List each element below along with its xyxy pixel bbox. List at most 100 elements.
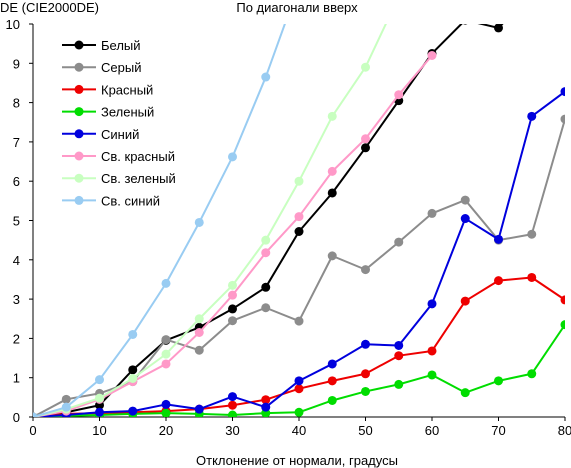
data-point <box>194 404 204 414</box>
legend-item: Серый <box>62 60 141 75</box>
x-tick-label: 30 <box>225 423 239 438</box>
series-5 <box>33 50 437 417</box>
data-point <box>128 406 138 416</box>
data-point <box>327 395 337 405</box>
data-point <box>161 408 171 417</box>
y-axis-label: DE (CIE2000DE) <box>0 0 99 15</box>
data-point <box>560 320 565 330</box>
data-point <box>33 412 38 417</box>
data-point <box>228 304 237 314</box>
data-point <box>427 50 437 60</box>
data-point <box>463 24 468 25</box>
data-point <box>261 303 271 313</box>
data-point <box>494 376 503 386</box>
data-point <box>95 407 104 417</box>
data-point <box>327 111 337 121</box>
legend-item: Зеленый <box>62 105 154 120</box>
data-point <box>327 359 337 369</box>
data-point <box>494 276 503 286</box>
data-point <box>394 351 404 361</box>
legend-swatch-marker <box>74 107 84 117</box>
data-point <box>394 237 404 247</box>
data-point <box>394 0 403 1</box>
y-tick-label: 2 <box>13 331 20 346</box>
data-point <box>361 265 370 275</box>
x-axis-label: Отклонение от нормали, градусы <box>196 453 398 468</box>
series-layer <box>33 0 565 417</box>
data-point <box>361 62 370 72</box>
legend-label: Св. синий <box>101 193 160 208</box>
legend-item: Св. красный <box>62 149 175 164</box>
legend-swatch-marker <box>74 84 84 94</box>
data-point <box>460 388 470 398</box>
data-point <box>527 111 537 121</box>
series-line <box>33 24 387 417</box>
data-point <box>494 234 503 244</box>
data-point <box>194 328 204 338</box>
data-point <box>261 395 271 405</box>
data-point <box>228 290 237 300</box>
axis-ticks: 0 10 20 30 40 50 60 70 80 0 1 2 3 4 5 6 7 8 9 10 <box>6 17 571 438</box>
data-point <box>228 316 237 326</box>
data-point <box>361 143 370 153</box>
data-point <box>361 339 370 349</box>
data-point <box>161 335 171 345</box>
data-point <box>128 373 138 383</box>
data-point <box>394 340 404 350</box>
data-point <box>427 299 437 309</box>
data-point <box>394 90 404 100</box>
legend-swatch-marker <box>74 195 84 205</box>
y-tick-label: 7 <box>13 135 20 150</box>
y-tick-label: 5 <box>13 214 20 229</box>
data-point <box>361 369 370 379</box>
chart-title: По диагонали вверх <box>236 0 358 15</box>
y-tick-label: 10 <box>6 17 20 32</box>
data-point <box>261 282 271 292</box>
data-point <box>327 188 337 198</box>
series-line <box>33 324 565 417</box>
legend-item: Белый <box>62 38 141 53</box>
series-3 <box>33 320 565 417</box>
legend-swatch-marker <box>74 129 84 139</box>
data-point <box>361 134 370 144</box>
x-tick-label: 20 <box>159 423 173 438</box>
x-tick-label: 10 <box>92 423 106 438</box>
legend-label: Зеленый <box>101 105 154 120</box>
x-tick-label: 70 <box>491 423 505 438</box>
legend-label: Синий <box>101 127 139 142</box>
data-point <box>161 349 171 359</box>
series-line <box>33 276 565 417</box>
y-tick-label: 9 <box>13 56 20 71</box>
y-tick-label: 8 <box>13 96 20 111</box>
data-point <box>228 392 237 402</box>
data-point <box>527 369 537 379</box>
data-point <box>161 278 171 288</box>
data-point <box>194 217 204 227</box>
data-point <box>228 152 237 162</box>
data-point <box>427 346 437 356</box>
data-point <box>194 314 204 324</box>
x-tick-label: 40 <box>292 423 306 438</box>
data-point <box>228 410 237 417</box>
legend-swatch-marker <box>74 40 84 50</box>
legend-label: Серый <box>101 60 141 75</box>
legend-label: Белый <box>101 38 141 53</box>
legend-label: Св. красный <box>101 149 175 164</box>
data-point <box>61 402 71 412</box>
data-point <box>228 400 237 410</box>
legend-item: Св. зеленый <box>62 171 176 186</box>
data-point <box>560 114 565 124</box>
legend-swatch-marker <box>74 173 84 183</box>
data-point <box>294 376 304 386</box>
series-6 <box>33 0 403 417</box>
data-point <box>61 394 71 404</box>
series-4 <box>33 87 565 417</box>
y-tick-label: 1 <box>13 371 20 386</box>
series-7 <box>33 24 286 417</box>
legend-item: Красный <box>62 82 153 97</box>
data-point <box>460 195 470 205</box>
y-tick-label: 4 <box>13 253 20 268</box>
data-point <box>361 386 370 396</box>
data-point <box>327 376 337 386</box>
